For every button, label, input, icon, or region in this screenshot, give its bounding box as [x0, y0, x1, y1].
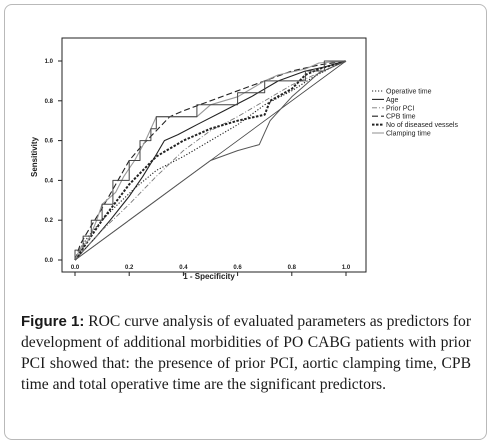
roc-chart: Sensitivity 1 - Specificity 0.0 0.2 0.4 0.6… — [30, 37, 458, 281]
caption-text: ROC curve analysis of evaluated paramete… — [21, 313, 472, 393]
x-axis-label: 1 - Specificity — [183, 272, 235, 281]
legend-label: Clamping time — [386, 131, 431, 138]
roc-line-series-7 — [74, 60, 347, 261]
y-tick-label: 0.8 — [45, 99, 54, 105]
x-tick-label: 0.8 — [288, 265, 297, 271]
axis-ticks: 0.0 0.2 0.4 0.6 0.8 1.0 0.0 0.2 0.4 0.6 0.8 1.0 — [45, 59, 351, 276]
y-axis-label: Sensitivity — [30, 136, 39, 177]
legend-label: Age — [386, 97, 399, 104]
x-tick-label: 0.0 — [71, 265, 80, 271]
roc-line-series-6 — [74, 60, 346, 260]
roc-curves — [74, 60, 347, 261]
legend-label: Prior PCI — [386, 105, 414, 112]
figure-caption: Figure 1: ROC curve analysis of evaluate… — [21, 311, 471, 395]
roc-line-age — [74, 60, 347, 261]
y-tick-label: 0.6 — [45, 139, 54, 145]
x-tick-label: 0.2 — [125, 265, 134, 271]
legend-label: No of diseased vessels — [386, 122, 458, 129]
legend-label: Operative time — [386, 89, 432, 96]
caption-label: Figure 1: — [21, 313, 85, 330]
figure-frame — [4, 4, 487, 440]
x-tick-label: 0.6 — [233, 265, 242, 271]
y-tick-label: 0.4 — [45, 178, 54, 184]
x-tick-label: 1.0 — [342, 265, 351, 271]
x-tick-label: 0.4 — [179, 265, 188, 271]
y-tick-label: 0.2 — [45, 218, 54, 224]
roc-line-cpb-time — [74, 60, 347, 261]
roc-line-no-of-diseased-vessels — [74, 60, 347, 261]
y-tick-label: 1.0 — [45, 59, 54, 65]
plot-area — [61, 37, 367, 273]
y-tick-label: 0.0 — [45, 258, 54, 264]
legend-label: CPB time — [386, 114, 416, 121]
